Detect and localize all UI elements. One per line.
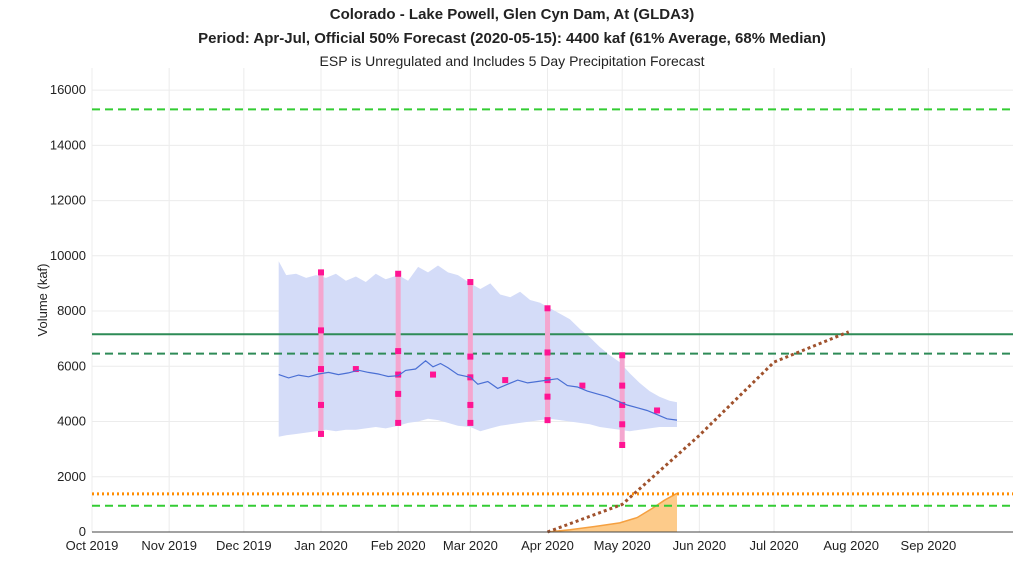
official-forecast-point — [619, 352, 626, 359]
official-forecast-point — [544, 417, 551, 424]
official-forecast-point — [318, 401, 325, 408]
x-tick-label: Feb 2020 — [371, 538, 426, 553]
chart-subtitle: Period: Apr-Jul, Official 50% Forecast (… — [198, 30, 826, 47]
chart-note: ESP is Unregulated and Includes 5 Day Pr… — [319, 53, 705, 69]
chart-title: Colorado - Lake Powell, Glen Cyn Dam, At… — [329, 6, 695, 23]
official-forecast-point — [318, 430, 325, 437]
x-tick-label: Aug 2020 — [823, 538, 879, 553]
official-forecast-point — [544, 349, 551, 356]
x-tick-label: Mar 2020 — [443, 538, 498, 553]
x-tick-label: Jun 2020 — [673, 538, 727, 553]
official-forecast-point — [619, 401, 626, 408]
accumulated-volume-area — [547, 493, 677, 532]
official-forecast-point — [654, 407, 661, 414]
official-forecast-point — [395, 371, 402, 378]
x-tick-label: Nov 2019 — [141, 538, 197, 553]
official-forecast-point — [467, 353, 474, 360]
x-tick-label: Apr 2020 — [521, 538, 574, 553]
official-forecast-point — [619, 442, 626, 448]
esp-median-line — [278, 360, 678, 421]
esp-band — [278, 261, 677, 437]
y-tick-label: 10000 — [50, 248, 86, 263]
accumulated-volume-line — [547, 492, 678, 533]
y-tick-label: 16000 — [50, 82, 86, 97]
official-forecast-point — [467, 279, 474, 286]
official-forecast-point — [619, 382, 626, 389]
official-forecast-point — [395, 390, 402, 397]
y-tick-label: 2000 — [57, 469, 86, 484]
official-forecast-point — [544, 305, 551, 312]
x-tick-label: Oct 2019 — [66, 538, 119, 553]
x-tick-label: May 2020 — [594, 538, 651, 553]
official-forecast-range — [619, 355, 625, 445]
y-tick-label: 14000 — [50, 137, 86, 152]
y-axis-label: Volume (kaf) — [35, 264, 50, 337]
official-forecast-point — [318, 366, 325, 373]
official-forecast-range — [318, 272, 324, 434]
official-forecast-point — [430, 371, 437, 378]
official-forecast-point — [467, 401, 474, 408]
official-forecast-point — [352, 366, 359, 373]
y-tick-label: 8000 — [57, 303, 86, 318]
official-forecast-point — [619, 421, 626, 428]
official-forecast-point — [395, 270, 402, 277]
x-tick-label: Jan 2020 — [294, 538, 348, 553]
official-forecast-point — [544, 393, 551, 400]
official-forecast-point — [502, 377, 509, 384]
official-forecast-point — [395, 419, 402, 426]
x-tick-label: Dec 2019 — [216, 538, 272, 553]
official-forecast-point — [395, 348, 402, 355]
x-tick-label: Jul 2020 — [749, 538, 798, 553]
y-tick-label: 6000 — [57, 358, 86, 373]
y-tick-label: 4000 — [57, 414, 86, 429]
official-forecast-point — [467, 419, 474, 426]
official-forecast-range — [467, 282, 473, 423]
y-tick-label: 12000 — [50, 193, 86, 208]
official-forecast-point — [318, 327, 325, 334]
y-tick-label: 0 — [79, 524, 86, 539]
official-forecast-point — [318, 269, 325, 276]
projected-accumulation-line — [546, 330, 850, 534]
official-forecast-range — [545, 308, 551, 421]
x-tick-label: Sep 2020 — [901, 538, 957, 553]
official-forecast-point — [579, 382, 586, 389]
